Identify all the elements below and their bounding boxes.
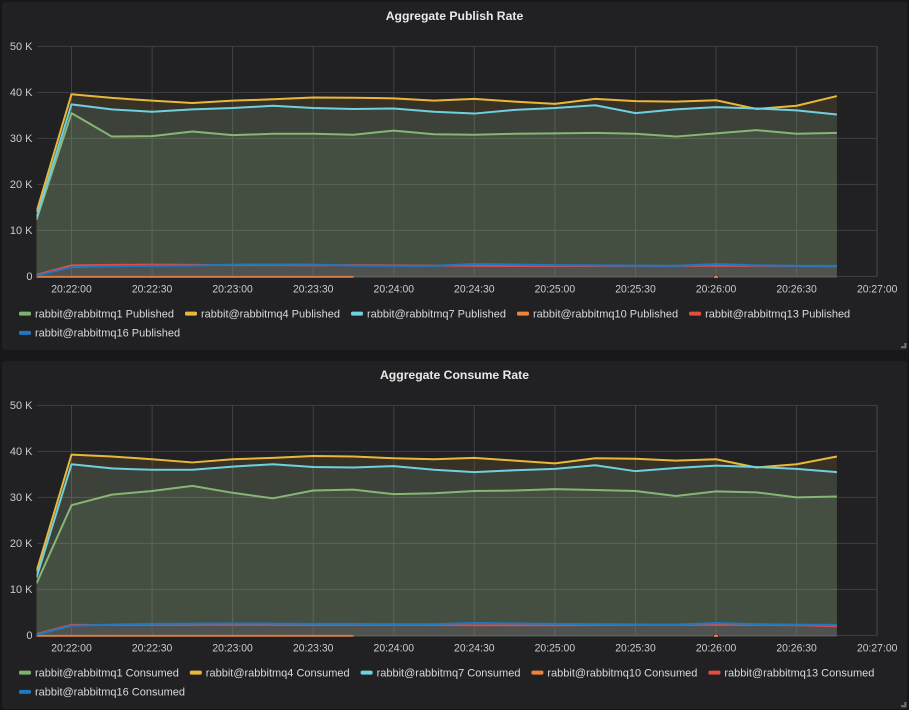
svg-text:20:23:00: 20:23:00 [212,284,253,296]
svg-text:10 K: 10 K [10,584,33,596]
svg-text:20:24:00: 20:24:00 [374,284,415,296]
svg-text:rabbit@rabbitmq7 Published: rabbit@rabbitmq7 Published [367,308,506,320]
svg-text:20:23:30: 20:23:30 [293,643,334,655]
svg-text:rabbit@rabbitmq10 Published: rabbit@rabbitmq10 Published [533,308,678,320]
svg-text:20:23:00: 20:23:00 [212,643,253,655]
svg-text:Aggregate Publish Rate: Aggregate Publish Rate [386,9,524,23]
svg-text:40 K: 40 K [10,446,33,458]
svg-text:30 K: 30 K [10,492,33,504]
svg-text:20:22:00: 20:22:00 [51,284,92,296]
svg-text:20:26:00: 20:26:00 [696,284,737,296]
svg-text:20:22:30: 20:22:30 [132,643,173,655]
svg-text:20:26:30: 20:26:30 [776,643,817,655]
svg-text:rabbit@rabbitmq10 Consumed: rabbit@rabbitmq10 Consumed [547,667,697,679]
svg-text:rabbit@rabbitmq7 Consumed: rabbit@rabbitmq7 Consumed [377,667,521,679]
svg-text:30 K: 30 K [10,133,33,145]
svg-text:20:25:00: 20:25:00 [535,284,576,296]
svg-text:20 K: 20 K [10,179,33,191]
svg-text:20:25:30: 20:25:30 [615,284,656,296]
svg-text:20:24:30: 20:24:30 [454,643,495,655]
svg-text:20:27:00: 20:27:00 [857,284,898,296]
svg-text:0: 0 [26,271,32,283]
svg-text:50 K: 50 K [10,41,33,53]
svg-text:rabbit@rabbitmq16 Consumed: rabbit@rabbitmq16 Consumed [35,686,185,698]
svg-text:20 K: 20 K [10,538,33,550]
svg-text:rabbit@rabbitmq4 Published: rabbit@rabbitmq4 Published [201,308,340,320]
svg-text:20:23:30: 20:23:30 [293,284,334,296]
svg-text:0: 0 [26,630,32,642]
svg-text:20:25:30: 20:25:30 [615,643,656,655]
svg-text:10 K: 10 K [10,225,33,237]
svg-text:rabbit@rabbitmq13 Published: rabbit@rabbitmq13 Published [705,308,850,320]
svg-text:20:26:00: 20:26:00 [696,643,737,655]
svg-text:20:25:00: 20:25:00 [535,643,576,655]
svg-text:rabbit@rabbitmq1 Consumed: rabbit@rabbitmq1 Consumed [35,667,179,679]
svg-text:Aggregate Consume Rate: Aggregate Consume Rate [380,368,529,382]
svg-text:40 K: 40 K [10,87,33,99]
svg-text:20:24:30: 20:24:30 [454,284,495,296]
svg-text:rabbit@rabbitmq4 Consumed: rabbit@rabbitmq4 Consumed [206,667,350,679]
svg-text:rabbit@rabbitmq16 Published: rabbit@rabbitmq16 Published [35,327,180,339]
svg-text:20:24:00: 20:24:00 [374,643,415,655]
svg-text:20:27:00: 20:27:00 [857,643,898,655]
svg-text:20:26:30: 20:26:30 [776,284,817,296]
svg-text:20:22:30: 20:22:30 [132,284,173,296]
svg-text:20:22:00: 20:22:00 [51,643,92,655]
svg-text:rabbit@rabbitmq1 Published: rabbit@rabbitmq1 Published [35,308,174,320]
svg-text:rabbit@rabbitmq13 Consumed: rabbit@rabbitmq13 Consumed [724,667,874,679]
svg-text:50 K: 50 K [10,400,33,412]
